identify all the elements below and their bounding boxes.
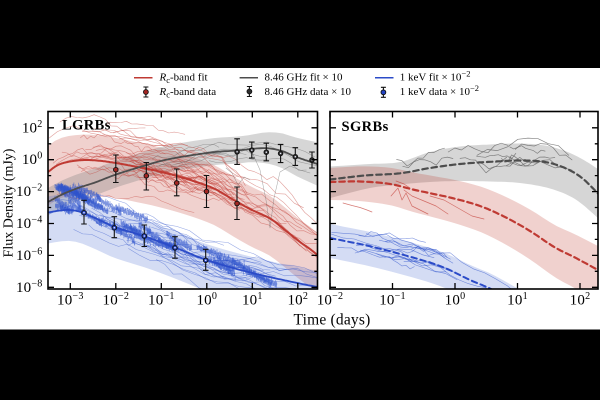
- svg-text:100: 100: [196, 291, 217, 309]
- svg-text:8.46 GHz data × 10: 8.46 GHz data × 10: [265, 86, 352, 98]
- svg-text:1 keV data × 10−2: 1 keV data × 10−2: [400, 83, 479, 98]
- svg-text:102: 102: [570, 291, 591, 309]
- svg-text:8.46 GHz fit × 10: 8.46 GHz fit × 10: [265, 71, 343, 83]
- svg-text:Flux Density (mJy): Flux Density (mJy): [2, 148, 17, 257]
- svg-text:Time (days): Time (days): [294, 312, 371, 329]
- svg-text:102: 102: [22, 119, 43, 137]
- svg-text:102: 102: [287, 291, 308, 309]
- svg-text:1 keV fit × 10−2: 1 keV fit × 10−2: [400, 68, 471, 83]
- svg-text:101: 101: [242, 291, 263, 309]
- svg-text:100: 100: [22, 151, 43, 169]
- svg-text:LGRBs: LGRBs: [62, 118, 111, 134]
- svg-text:SGRBs: SGRBs: [342, 119, 389, 135]
- svg-text:Rc-band data: Rc-band data: [159, 86, 217, 100]
- svg-text:Rc-band fit: Rc-band fit: [159, 71, 208, 85]
- svg-text:101: 101: [507, 291, 528, 309]
- svg-text:100: 100: [445, 291, 466, 309]
